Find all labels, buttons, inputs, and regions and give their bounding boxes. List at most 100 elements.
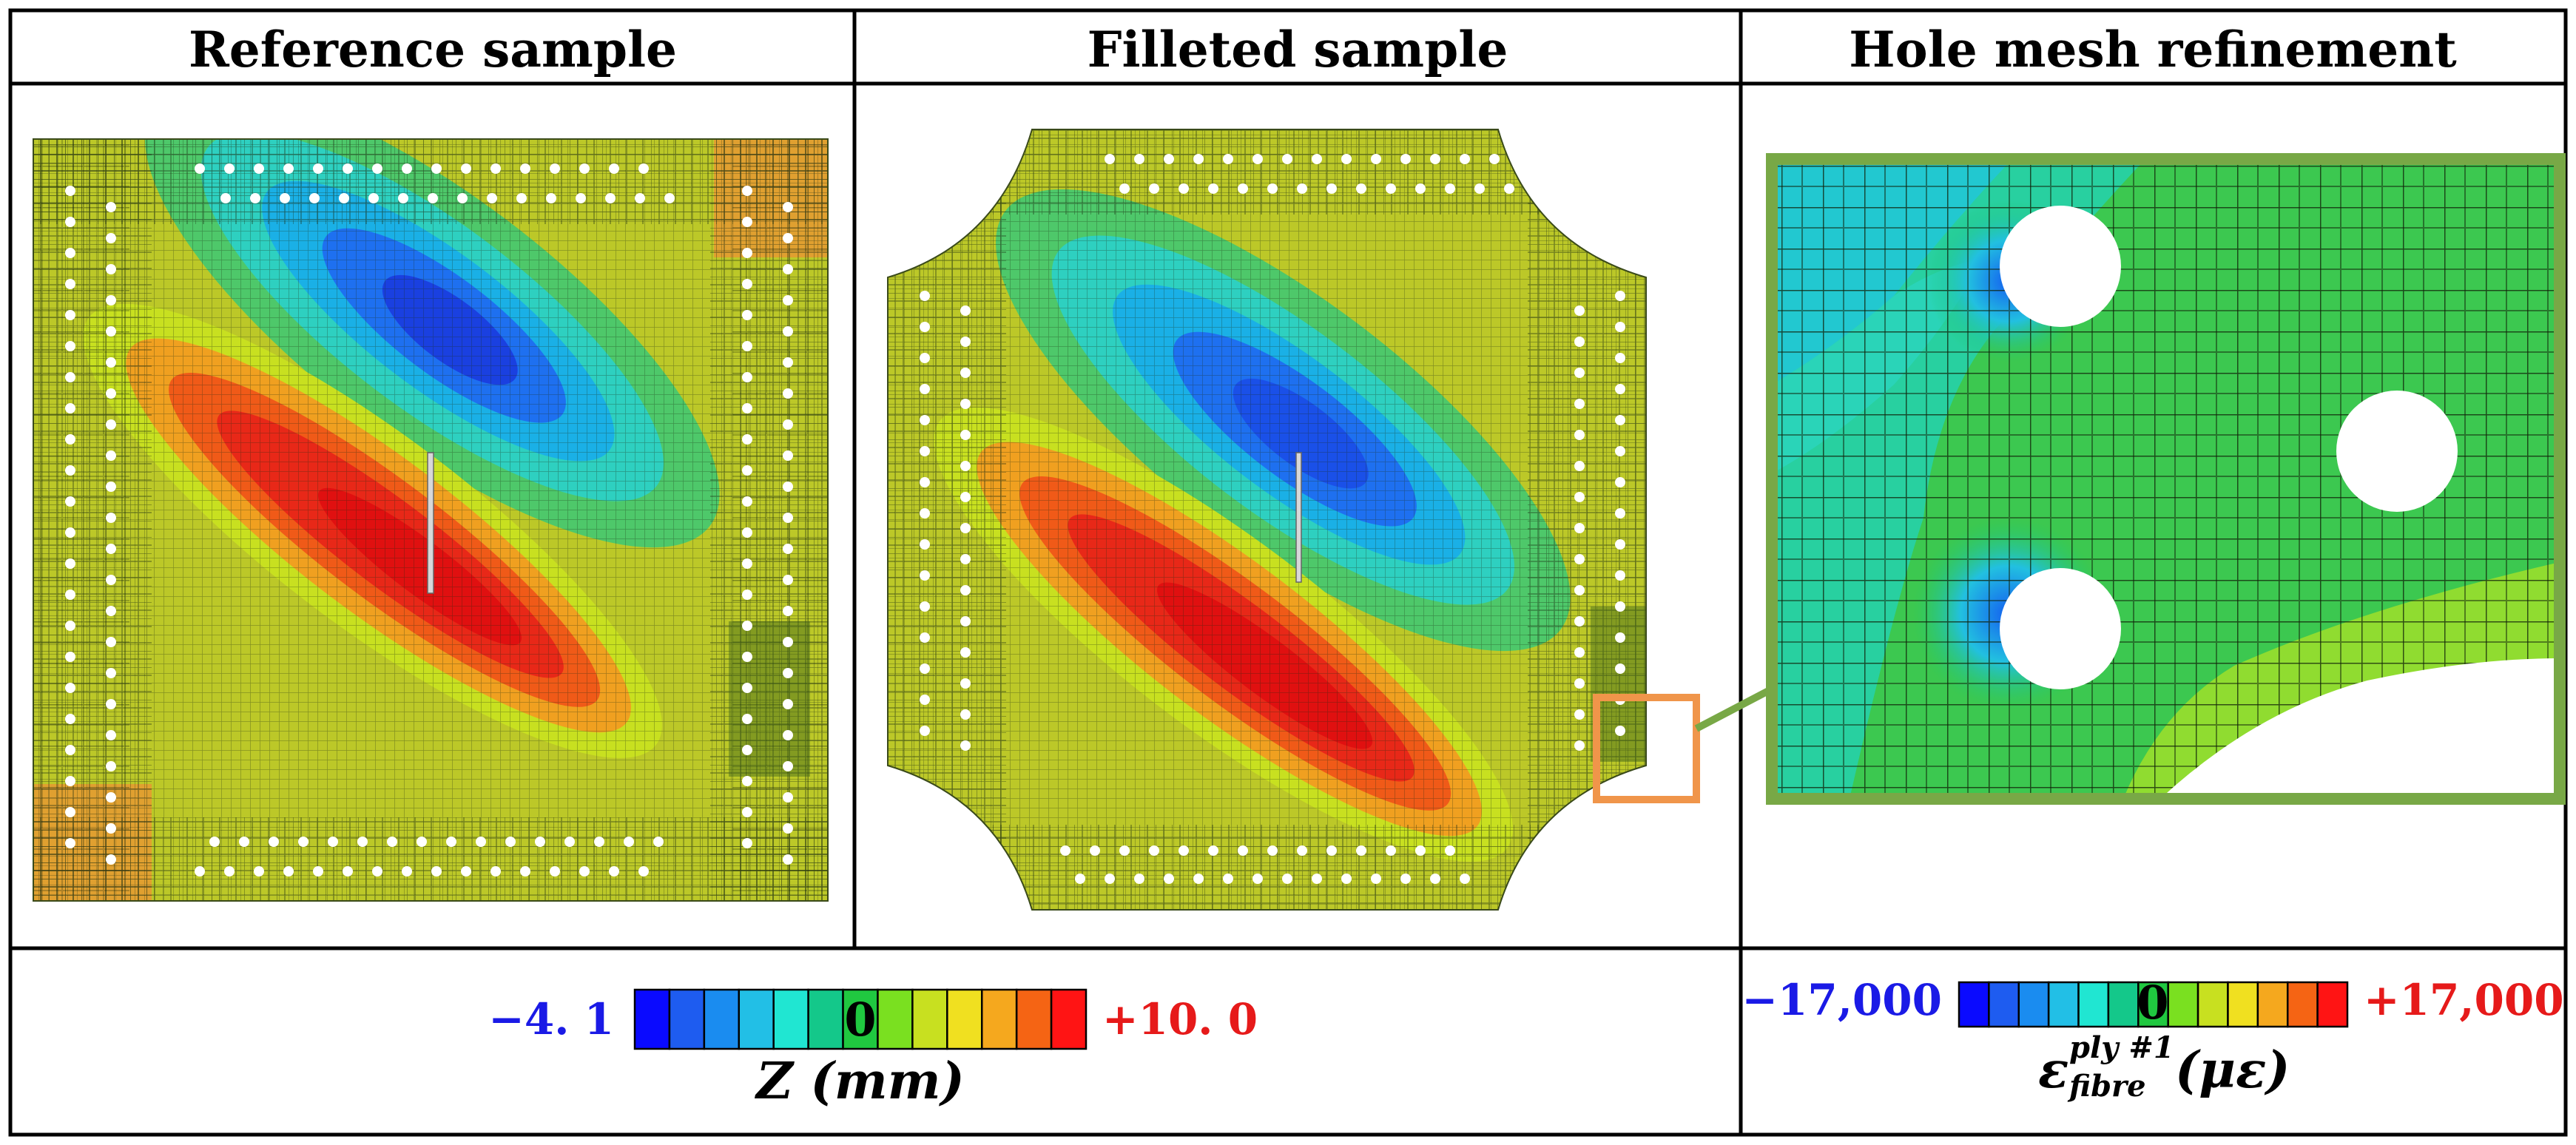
bolt-hole xyxy=(1252,874,1263,884)
legend-z-swatch xyxy=(1015,988,1053,1050)
bolt-hole xyxy=(783,482,793,492)
bolt-hole xyxy=(461,163,471,174)
bolt-hole xyxy=(920,415,930,425)
bolt-hole xyxy=(783,854,793,865)
bolt-hole xyxy=(106,450,116,461)
legend-strain-swatch xyxy=(2047,981,2080,1028)
bolt-hole xyxy=(960,399,971,409)
bolt-hole xyxy=(1075,874,1085,884)
bolt-hole xyxy=(783,513,793,523)
bolt-hole xyxy=(1238,183,1248,194)
bolt-hole xyxy=(1179,183,1189,194)
hole-refinement-plot xyxy=(1772,159,2560,799)
bolt-hole xyxy=(1326,845,1337,856)
bolt-hole xyxy=(1574,616,1585,626)
bolt-hole xyxy=(1341,154,1352,164)
bolt-hole xyxy=(1371,874,1381,884)
bolt-hole xyxy=(328,837,338,847)
bolt-hole xyxy=(106,202,116,212)
bolt-hole xyxy=(1474,183,1485,194)
bolt-hole xyxy=(1297,845,1307,856)
legend-strain-swatch xyxy=(2256,981,2289,1028)
bolt-hole xyxy=(783,202,793,212)
bolt-hole xyxy=(520,866,530,877)
bolt-hole xyxy=(1119,845,1130,856)
bolt-hole xyxy=(535,837,545,847)
bolt-hole xyxy=(1060,845,1070,856)
bolt-hole xyxy=(428,193,438,203)
bolt-hole xyxy=(65,807,75,817)
bolt-hole xyxy=(106,730,116,740)
bolt-hole xyxy=(594,837,604,847)
legend-strain-swatch xyxy=(2196,981,2229,1028)
legend-strain-axis-main: ε xyxy=(2038,1041,2068,1100)
bolt-hole xyxy=(65,279,75,289)
zoom-panel-frame xyxy=(1766,153,2566,805)
bolt-hole xyxy=(1615,446,1625,456)
bolt-hole xyxy=(783,606,793,616)
bolt-hole xyxy=(920,726,930,736)
bolt-hole xyxy=(920,446,930,456)
legend-z-swatch xyxy=(1050,988,1088,1050)
bolt-hole xyxy=(372,866,382,877)
bolt-hole xyxy=(783,699,793,709)
bolt-hole xyxy=(106,854,116,865)
legend-z-swatch xyxy=(633,988,671,1050)
header-refinement: Hole mesh refinement xyxy=(1849,21,2457,78)
bolt-hole xyxy=(269,837,279,847)
bolt-hole xyxy=(65,590,75,600)
legend-z-swatch xyxy=(668,988,706,1050)
bolt-hole xyxy=(1149,183,1159,194)
bolt-hole xyxy=(783,326,793,337)
bolt-hole xyxy=(960,523,971,533)
legend-z-swatch xyxy=(877,988,914,1050)
bolt-hole xyxy=(520,163,530,174)
bolt-hole xyxy=(65,186,75,196)
bolt-hole xyxy=(742,590,752,600)
bolt-hole xyxy=(1149,845,1159,856)
bolt-hole xyxy=(920,477,930,487)
reference-plate-edge xyxy=(33,138,829,902)
bolt-hole xyxy=(783,823,793,834)
bolt-hole xyxy=(960,492,971,502)
bolt-hole xyxy=(505,837,516,847)
bolt-hole xyxy=(1574,740,1585,751)
bolt-hole xyxy=(1134,154,1144,164)
bolt-hole xyxy=(960,305,971,316)
bolt-hole xyxy=(960,461,971,471)
bolt-hole xyxy=(1574,430,1585,440)
bolt-hole xyxy=(1105,874,1115,884)
bolt-hole xyxy=(1615,353,1625,363)
bolt-hole xyxy=(1282,874,1292,884)
bolt-hole xyxy=(65,372,75,382)
bolt-hole xyxy=(920,353,930,363)
bolt-hole xyxy=(1574,647,1585,658)
legend-z-swatch xyxy=(772,988,809,1050)
bolt-hole xyxy=(742,527,752,538)
bolt-hole xyxy=(783,264,793,274)
bolt-hole xyxy=(461,866,471,877)
legend-strain-swatch xyxy=(2077,981,2110,1028)
bolt-hole xyxy=(65,621,75,631)
bolt-hole xyxy=(1504,183,1514,194)
bolt-hole xyxy=(224,163,235,174)
bolt-hole xyxy=(1574,305,1585,316)
bolt-hole xyxy=(106,792,116,803)
bolt-hole xyxy=(1208,845,1218,856)
bolt-hole xyxy=(783,419,793,430)
bolt-hole xyxy=(1164,154,1174,164)
bolt-hole xyxy=(65,683,75,693)
bolt-hole xyxy=(476,837,486,847)
bolt-hole xyxy=(1574,492,1585,502)
bolt-hole xyxy=(195,866,205,877)
legend-strain-swatch xyxy=(2137,981,2169,1028)
bolt-hole xyxy=(224,866,235,877)
bolt-hole xyxy=(920,695,930,705)
bolt-hole xyxy=(742,341,752,351)
bolt-hole xyxy=(664,193,675,203)
bolt-hole xyxy=(742,434,752,445)
bolt-hole xyxy=(343,163,353,174)
bolt-hole xyxy=(1223,874,1233,884)
bolt-hole xyxy=(65,341,75,351)
bolt-hole xyxy=(783,730,793,740)
